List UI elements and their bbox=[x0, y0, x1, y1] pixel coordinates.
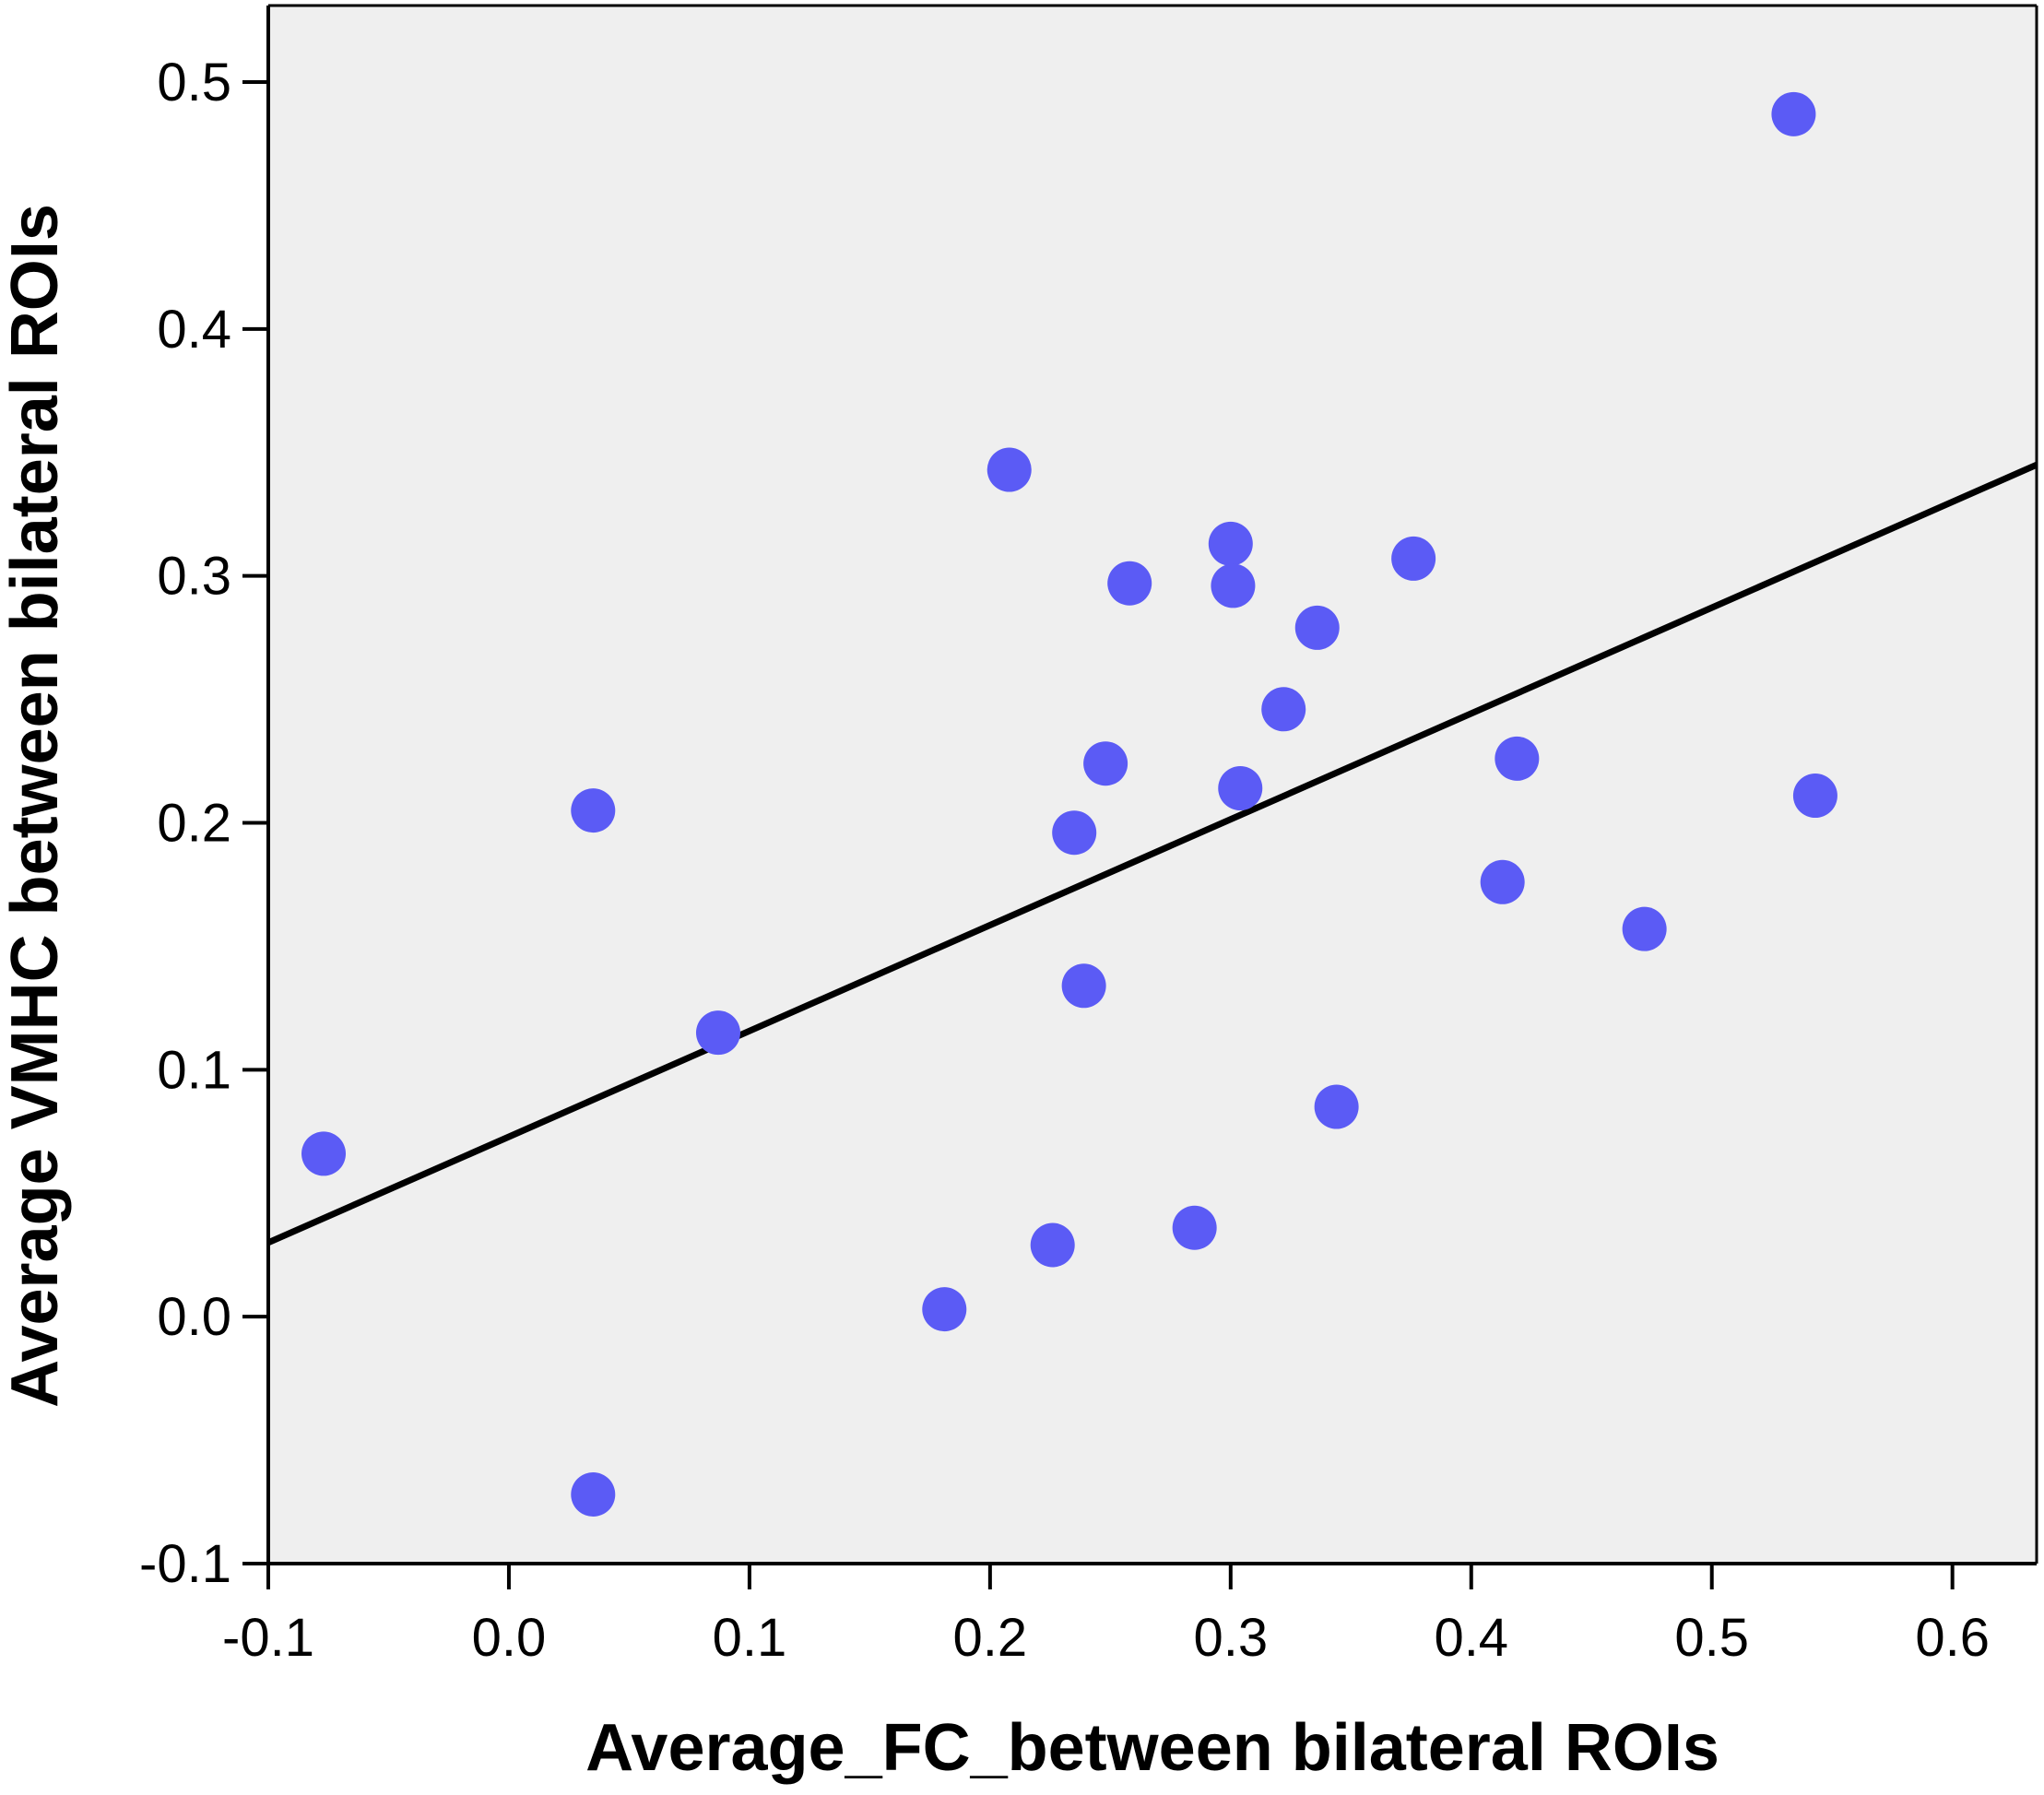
data-point bbox=[1391, 536, 1436, 581]
y-tick-label: 0.3 bbox=[157, 547, 231, 607]
y-axis-title: Average VMHC between bilateral ROIs bbox=[0, 204, 72, 1408]
x-axis-ticks: -0.1 0.0 0.1 0.2 0.3 0.4 0.5 0.6 bbox=[222, 1564, 1990, 1668]
y-axis-ticks: -0.1 0.0 0.1 0.2 0.3 0.4 0.5 bbox=[139, 53, 268, 1594]
data-point bbox=[1771, 91, 1816, 136]
data-point bbox=[695, 1010, 740, 1056]
y-tick-label: 0.4 bbox=[157, 300, 231, 360]
data-point bbox=[1211, 563, 1256, 608]
data-point bbox=[301, 1131, 347, 1176]
x-axis-title: Average_FC_between bilateral ROIs bbox=[585, 1711, 1719, 1785]
data-point bbox=[1052, 810, 1097, 856]
data-point bbox=[1622, 906, 1667, 951]
y-tick-label: 0.5 bbox=[157, 53, 231, 112]
plot-area bbox=[268, 6, 2037, 1564]
data-point bbox=[1030, 1222, 1075, 1268]
y-tick-label: 0.2 bbox=[157, 794, 231, 854]
data-points bbox=[301, 91, 1837, 1517]
data-point bbox=[1294, 605, 1340, 650]
x-tick-label: 0.2 bbox=[953, 1608, 1028, 1668]
data-point bbox=[1107, 561, 1152, 606]
x-tick-label: 0.5 bbox=[1674, 1608, 1749, 1668]
data-point bbox=[1314, 1084, 1359, 1129]
data-point bbox=[571, 788, 616, 833]
x-tick-label: 0.3 bbox=[1193, 1608, 1268, 1668]
x-tick-label: 0.6 bbox=[1915, 1608, 1990, 1668]
x-tick-label: 0.4 bbox=[1434, 1608, 1508, 1668]
data-point bbox=[922, 1287, 967, 1332]
data-point bbox=[1083, 741, 1128, 786]
data-point bbox=[571, 1472, 616, 1517]
y-tick-label: 0.1 bbox=[157, 1040, 231, 1100]
data-point bbox=[1792, 774, 1837, 819]
data-point bbox=[1495, 736, 1540, 781]
y-tick-label: 0.0 bbox=[157, 1287, 231, 1347]
data-point bbox=[1261, 687, 1306, 732]
fit-line-group bbox=[266, 461, 2038, 1246]
x-tick-label: 0.1 bbox=[713, 1608, 787, 1668]
x-tick-label: -0.1 bbox=[222, 1608, 314, 1668]
data-point bbox=[1480, 859, 1525, 904]
data-point bbox=[1061, 963, 1106, 1009]
data-point bbox=[987, 447, 1032, 492]
data-point bbox=[1208, 521, 1253, 566]
y-tick-label: -0.1 bbox=[139, 1534, 231, 1594]
regression-line bbox=[266, 461, 2038, 1246]
data-point bbox=[1172, 1205, 1217, 1250]
data-point bbox=[1218, 766, 1263, 811]
x-tick-label: 0.0 bbox=[472, 1608, 547, 1668]
